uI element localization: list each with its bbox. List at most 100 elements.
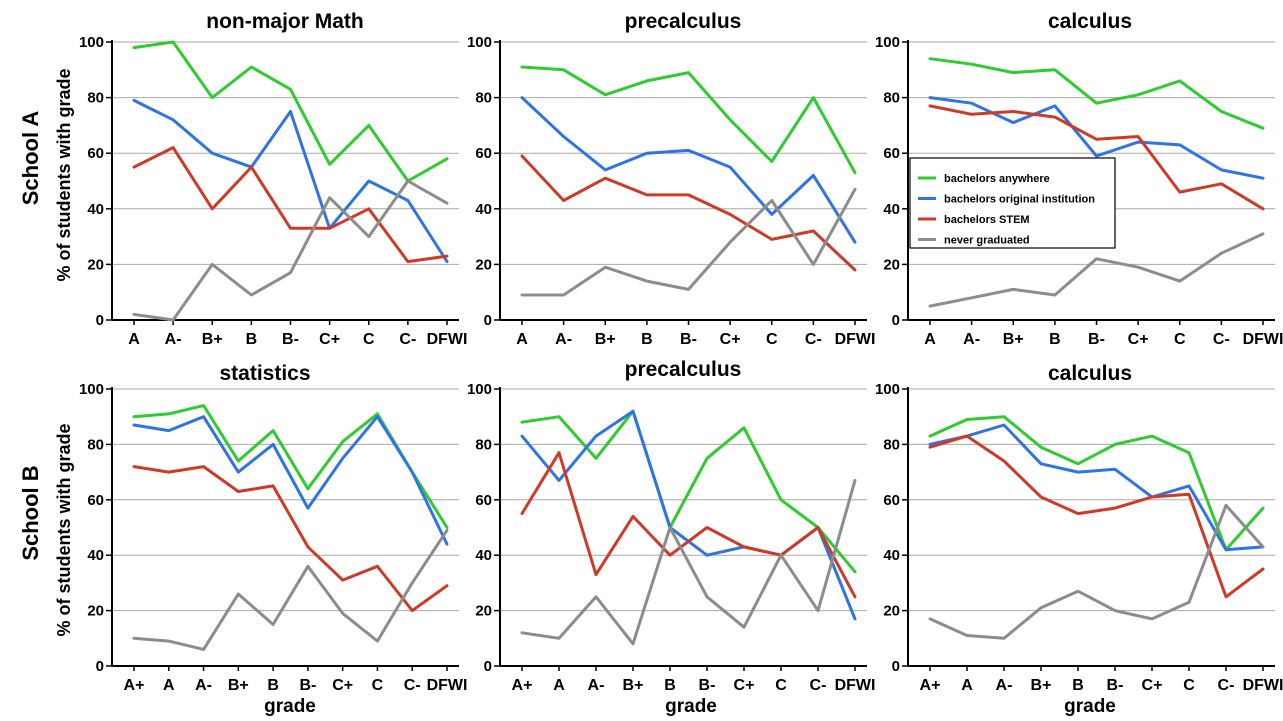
series-line-never-graduated [928, 503, 1265, 640]
x-tick-label: DFWI [427, 331, 468, 348]
x-tick-label: C- [1218, 677, 1235, 694]
x-tick-label: C+ [332, 677, 353, 694]
y-tick-label: 60 [883, 145, 900, 162]
series-line-never-graduated [520, 187, 857, 297]
x-tick-label: B- [1107, 677, 1124, 694]
y-tick-label: 0 [892, 658, 900, 675]
x-tick-label: B+ [595, 331, 616, 348]
x-tick-label: C- [399, 331, 416, 348]
x-tick-label: C [775, 677, 787, 694]
row-label-school-a: School A [18, 111, 43, 206]
x-tick-label: C+ [1142, 677, 1163, 694]
chart-title: calculus [1048, 10, 1132, 33]
y-tick-label: 40 [883, 547, 900, 564]
y-tick-label: 100 [79, 381, 104, 398]
x-tick-label: A- [555, 331, 572, 348]
y-tick-label: 60 [475, 492, 492, 509]
x-tick-label: C [1174, 331, 1186, 348]
x-tick-label: C- [805, 331, 822, 348]
x-tick-label: DFWI [427, 677, 468, 694]
x-tick-label: B- [1088, 331, 1105, 348]
y-tick-label: 40 [87, 547, 104, 564]
chart-panels: non-major Math 0 20 40 60 80 100 A A- B+ B B- C+ C C- D… [79, 10, 1283, 694]
x-tick-label: B- [680, 331, 697, 348]
x-tick-label: DFWI [1243, 677, 1283, 694]
chart-panel-2: precalculus 0 20 40 60 80 100 A A- B+ B B- C+ C C- DFWI [467, 10, 875, 348]
y-tick-label: 20 [87, 256, 104, 273]
legend-label: bachelors original institution [944, 194, 1095, 206]
series-line-bachelors-original [520, 96, 857, 244]
x-tick-label: C [1183, 677, 1195, 694]
x-tick-label: DFWI [835, 677, 876, 694]
y-tick-label: 20 [87, 603, 104, 620]
y-tick-label: 60 [883, 492, 900, 509]
x-tick-label: A- [996, 677, 1013, 694]
x-tick-label: B [1049, 331, 1061, 348]
y-tick-label: 60 [87, 492, 104, 509]
y-tick-label: 100 [875, 381, 900, 398]
chart-panel-5: precalculus 0 20 40 60 80 100 A+ A A- B+ B B- C+ C C- DF… [467, 358, 875, 694]
legend: bachelors anywhere bachelors original ins… [909, 157, 1116, 249]
y-tick-label: 100 [467, 381, 492, 398]
series-line-bachelors-anywhere [132, 40, 449, 183]
x-tick-label: B+ [228, 677, 249, 694]
x-tick-label: B+ [202, 331, 223, 348]
x-tick-label: A- [963, 331, 980, 348]
y-tick-label: 40 [883, 201, 900, 218]
y-tick-label: 60 [475, 145, 492, 162]
x-tick-label: B [246, 331, 258, 348]
x-tick-label: A [163, 677, 175, 694]
series-line-bachelors-stem [132, 465, 449, 613]
y-tick-label: 0 [484, 658, 492, 675]
chart-panel-3: calculus 0 20 40 60 80 100 A A- B+ B B- C+ C C- DFWI bac… [875, 10, 1283, 348]
series-line-bachelors-anywhere [928, 57, 1265, 130]
x-tick-label: A [516, 331, 528, 348]
y-tick-label: 20 [883, 256, 900, 273]
y-tick-label: 0 [484, 312, 492, 329]
series-line-bachelors-original [132, 98, 449, 264]
x-tick-label: C- [810, 677, 827, 694]
y-tick-label: 80 [475, 90, 492, 107]
x-tick-label: B- [299, 677, 316, 694]
x-tick-label: A+ [124, 677, 145, 694]
chart-title: statistics [219, 362, 310, 385]
y-tick-label: 0 [96, 312, 104, 329]
x-tick-label: B- [282, 331, 299, 348]
x-axis-label-left: grade [264, 696, 316, 717]
x-tick-label: B+ [623, 677, 644, 694]
x-tick-label: B [1072, 677, 1084, 694]
legend-label: bachelors STEM [944, 214, 1030, 226]
x-tick-label: C [766, 331, 778, 348]
y-tick-label: 80 [883, 436, 900, 453]
x-tick-label: C+ [734, 677, 755, 694]
x-tick-label: B+ [1031, 677, 1052, 694]
x-tick-label: B [267, 677, 279, 694]
x-tick-label: A- [165, 331, 182, 348]
x-axis-label-middle: grade [665, 696, 717, 717]
series-line-bachelors-stem [520, 451, 857, 599]
x-tick-label: A [961, 677, 973, 694]
series-line-bachelors-stem [132, 146, 449, 264]
y-tick-label: 100 [79, 34, 104, 51]
x-tick-label: B [664, 677, 676, 694]
chart-panel-4: statistics 0 20 40 60 80 100 A+ A A- B+ B B- C+ C C- DFW… [79, 362, 467, 694]
x-tick-label: A [924, 331, 936, 348]
series-line-never-graduated [132, 528, 449, 651]
legend-box [909, 157, 1116, 249]
y-tick-label: 80 [883, 90, 900, 107]
series-line-bachelors-stem [520, 154, 857, 272]
x-tick-label: C+ [319, 331, 340, 348]
y-tick-label: 40 [475, 547, 492, 564]
chart-title: precalculus [625, 10, 742, 33]
y-tick-label: 80 [87, 436, 104, 453]
series-line-never-graduated [132, 179, 449, 322]
y-tick-label: 20 [883, 603, 900, 620]
chart-title: precalculus [625, 358, 742, 381]
x-tick-label: C+ [720, 331, 741, 348]
y-tick-label: 20 [475, 603, 492, 620]
series-line-bachelors-original [520, 409, 857, 621]
y-axis-label-top: % of students with grade [54, 68, 74, 281]
series-line-bachelors-original [928, 423, 1265, 552]
legend-label: bachelors anywhere [944, 173, 1050, 185]
